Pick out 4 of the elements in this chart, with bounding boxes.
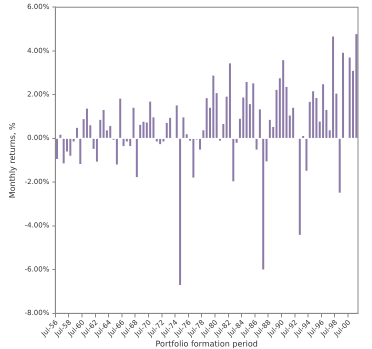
bar: [122, 138, 125, 146]
bar: [246, 82, 248, 138]
x-axis-title: Portfolio formation period: [156, 339, 258, 348]
y-axis-title: Monthly returns, %: [8, 122, 17, 198]
